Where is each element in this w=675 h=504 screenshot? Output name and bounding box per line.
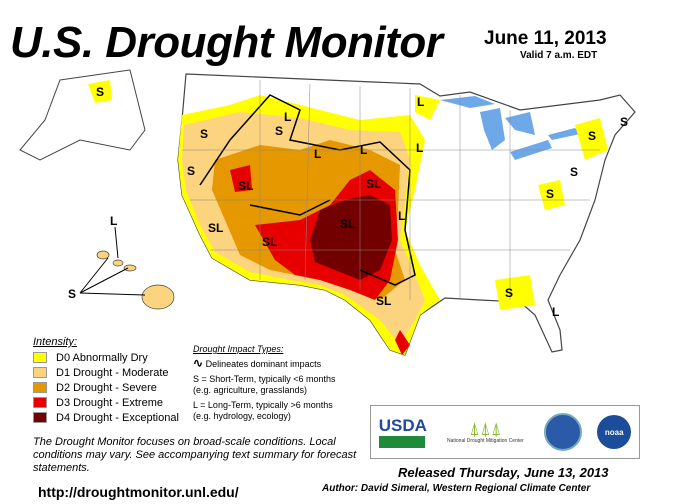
- legend-label: D1 Drought - Moderate: [56, 366, 169, 379]
- legend-item-d0: D0 Abnormally Dry: [33, 350, 179, 365]
- disclaimer-note: The Drought Monitor focuses on broad-sca…: [33, 436, 357, 474]
- author: Author: David Simeral, Western Regional …: [322, 483, 591, 494]
- label-short-term: S: [68, 287, 76, 301]
- alaska-d0: [88, 80, 112, 103]
- impact-long-term-example: (e.g. hydrology, ecology): [193, 411, 291, 421]
- label-short-term: S: [546, 187, 554, 201]
- partner-logos: USDA ⍋⍋⍋ National Drought Mitigation Cen…: [370, 405, 640, 459]
- ndmc-logo: ⍋⍋⍋ National Drought Mitigation Center: [446, 419, 524, 444]
- boundary-line-icon: ∿: [193, 356, 204, 370]
- legend-item-d3: D3 Drought - Extreme: [33, 395, 179, 410]
- label-short-term: S: [570, 165, 578, 179]
- impact-labels: S S SL SL SL S L L L SL SL L SL L L S S …: [68, 85, 628, 319]
- state-lines: [182, 80, 600, 300]
- impact-long-term: L = Long-Term, typically >6 months: [193, 400, 333, 410]
- label-short-term: S: [275, 124, 283, 138]
- great-lakes: [440, 96, 580, 160]
- valid-time: Valid 7 a.m. EDT: [520, 50, 598, 61]
- label-short-long: SL: [208, 221, 223, 235]
- label-long-term: L: [416, 141, 423, 155]
- d4-area: [310, 195, 392, 280]
- impact-short-term-example: (e.g. agriculture, grasslands): [193, 385, 308, 395]
- d0-swatch: [33, 352, 47, 363]
- impact-short-term: S = Short-Term, typically <6 months: [193, 374, 336, 384]
- release-date: Released Thursday, June 13, 2013: [398, 465, 609, 480]
- page-title: U.S. Drought Monitor: [10, 18, 443, 67]
- label-long-term: L: [417, 95, 424, 109]
- label-short-term: S: [505, 286, 513, 300]
- alaska: [19, 69, 146, 161]
- website-link[interactable]: http://droughtmonitor.unl.edu/: [38, 484, 239, 500]
- map-date: June 11, 2013: [484, 28, 607, 49]
- legend-item-d2: D2 Drought - Severe: [33, 380, 179, 395]
- commerce-seal-logo: [543, 413, 582, 451]
- label-long-term: L: [314, 147, 321, 161]
- label-long-term: L: [360, 143, 367, 157]
- label-long-term: L: [398, 209, 405, 223]
- label-short-long: SL: [376, 294, 391, 308]
- legend-label: D3 Drought - Extreme: [56, 396, 163, 409]
- usda-logo: USDA: [378, 416, 427, 448]
- legend-label: D4 Drought - Exceptional: [56, 411, 179, 424]
- label-short-term: S: [96, 85, 104, 99]
- noaa-logo: noaa: [597, 415, 632, 449]
- hawaii-pointer-lines: [79, 226, 146, 296]
- label-short-term: S: [620, 115, 628, 129]
- label-short-long: SL: [238, 179, 253, 193]
- legend-item-d4: D4 Drought - Exceptional: [33, 410, 179, 425]
- impact-heading: Drought Impact Types:: [193, 344, 284, 354]
- label-long-term: L: [552, 305, 559, 319]
- legend-heading: Intensity:: [33, 336, 78, 348]
- impact-types-legend: Drought Impact Types: ∿ Delineates domin…: [193, 344, 336, 422]
- label-short-term: S: [200, 127, 208, 141]
- label-long-term: L: [110, 214, 117, 228]
- label-short-long: SL: [340, 217, 355, 231]
- impact-delineates: Delineates dominant impacts: [205, 359, 322, 369]
- label-short-long: SL: [262, 235, 277, 249]
- label-short-term: S: [588, 129, 596, 143]
- d4-swatch: [33, 412, 47, 423]
- intensity-legend: Intensity: D0 Abnormally Dry D1 Drought …: [33, 336, 179, 425]
- legend-label: D2 Drought - Severe: [56, 381, 157, 394]
- d1-swatch: [33, 367, 47, 378]
- legend-label: D0 Abnormally Dry: [56, 351, 148, 364]
- label-short-term: S: [187, 164, 195, 178]
- legend-item-d1: D1 Drought - Moderate: [33, 365, 179, 380]
- d3-swatch: [33, 397, 47, 408]
- label-short-long: SL: [366, 177, 381, 191]
- d2-swatch: [33, 382, 47, 393]
- hawaii: [96, 250, 175, 310]
- label-long-term: L: [284, 110, 291, 124]
